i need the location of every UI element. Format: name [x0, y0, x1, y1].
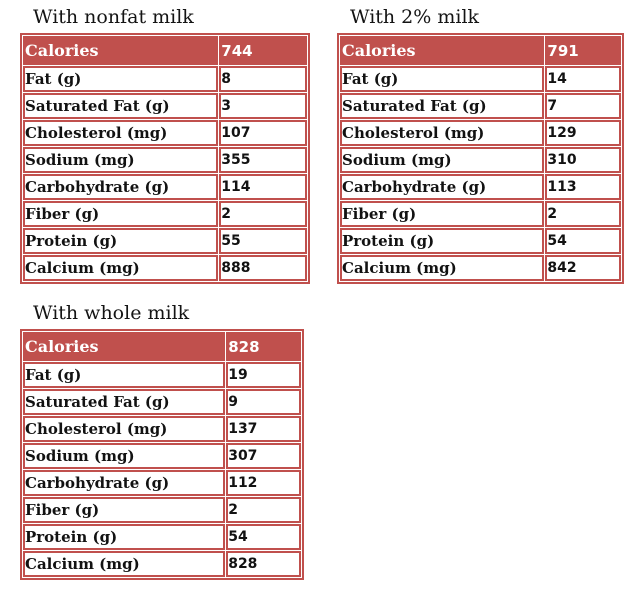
nutrient-row: Sodium (mg) 307 — [23, 443, 301, 469]
nutrient-row: Fat (g) 19 — [23, 362, 301, 388]
nutrient-label: Calories — [340, 36, 545, 65]
nutrient-label: Saturated Fat (g) — [340, 93, 545, 119]
calories-header-row: Calories 828 — [23, 332, 301, 361]
nonfat-milk-section: With nonfat milk Calories 744 Fat (g) 8 Satu… — [20, 4, 310, 284]
nutrition-table-2percent: Calories 791 Fat (g) 14 Saturated Fat (g) 7 Ch… — [337, 33, 624, 284]
nutrient-label: Saturated Fat (g) — [23, 389, 226, 415]
nutrient-row: Cholesterol (mg) 107 — [23, 120, 307, 146]
nutrition-table-whole: Calories 828 Fat (g) 19 Saturated Fat (g) 9 Ch… — [20, 329, 304, 580]
nutrient-value: 7 — [545, 93, 621, 119]
two-percent-milk-section: With 2% milk Calories 791 Fat (g) 14 Saturat… — [337, 4, 624, 284]
nutrient-label: Calories — [23, 332, 226, 361]
nutrient-label: Protein (g) — [340, 228, 545, 254]
table-title-nonfat: With nonfat milk — [33, 6, 194, 28]
nutrient-row: Saturated Fat (g) 3 — [23, 93, 307, 119]
nutrient-value: 3 — [219, 93, 307, 119]
nutrient-value: 744 — [219, 36, 307, 65]
nutrient-value: 355 — [219, 147, 307, 173]
nutrient-value: 114 — [219, 174, 307, 200]
nutrient-value: 107 — [219, 120, 307, 146]
nutrient-row: Sodium (mg) 310 — [340, 147, 621, 173]
nutrient-label: Protein (g) — [23, 228, 219, 254]
nutrient-label: Cholesterol (mg) — [23, 416, 226, 442]
nutrient-value: 842 — [545, 255, 621, 281]
table-title-2percent: With 2% milk — [350, 6, 480, 28]
nutrient-value: 828 — [226, 332, 301, 361]
nutrient-value: 129 — [545, 120, 621, 146]
nutrient-row: Carbohydrate (g) 112 — [23, 470, 301, 496]
nutrient-value: 8 — [219, 66, 307, 92]
nutrient-label: Calories — [23, 36, 219, 65]
nutrient-row: Saturated Fat (g) 9 — [23, 389, 301, 415]
nutrient-label: Sodium (mg) — [23, 443, 226, 469]
nutrient-value: 14 — [545, 66, 621, 92]
nutrient-label: Fat (g) — [23, 66, 219, 92]
nutrient-value: 137 — [226, 416, 301, 442]
nutrient-label: Fiber (g) — [340, 201, 545, 227]
nutrient-row: Cholesterol (mg) 129 — [340, 120, 621, 146]
nutrient-row: Protein (g) 54 — [340, 228, 621, 254]
nutrient-row: Calcium (mg) 888 — [23, 255, 307, 281]
nutrient-value: 307 — [226, 443, 301, 469]
nutrient-label: Fat (g) — [340, 66, 545, 92]
nutrient-label: Calcium (mg) — [23, 551, 226, 577]
nutrient-row: Calcium (mg) 842 — [340, 255, 621, 281]
nutrient-row: Protein (g) 54 — [23, 524, 301, 550]
nutrient-value: 54 — [226, 524, 301, 550]
nutrient-value: 2 — [226, 497, 301, 523]
nutrient-value: 113 — [545, 174, 621, 200]
calories-header-row: Calories 791 — [340, 36, 621, 65]
nutrient-row: Fiber (g) 2 — [340, 201, 621, 227]
nutrient-label: Protein (g) — [23, 524, 226, 550]
nutrient-row: Calcium (mg) 828 — [23, 551, 301, 577]
nutrient-row: Saturated Fat (g) 7 — [340, 93, 621, 119]
table-title-whole: With whole milk — [33, 302, 190, 324]
nutrient-value: 9 — [226, 389, 301, 415]
nutrient-row: Cholesterol (mg) 137 — [23, 416, 301, 442]
calories-header-row: Calories 744 — [23, 36, 307, 65]
nutrient-value: 2 — [545, 201, 621, 227]
nutrient-label: Calcium (mg) — [340, 255, 545, 281]
nutrient-value: 112 — [226, 470, 301, 496]
nutrient-label: Cholesterol (mg) — [23, 120, 219, 146]
nutrient-label: Carbohydrate (g) — [23, 174, 219, 200]
nutrient-row: Carbohydrate (g) 113 — [340, 174, 621, 200]
nutrient-value: 791 — [545, 36, 621, 65]
nutrient-label: Fat (g) — [23, 362, 226, 388]
nutrient-row: Fiber (g) 2 — [23, 201, 307, 227]
nutrient-row: Carbohydrate (g) 114 — [23, 174, 307, 200]
nutrient-value: 828 — [226, 551, 301, 577]
nutrient-value: 19 — [226, 362, 301, 388]
nutrient-value: 888 — [219, 255, 307, 281]
nutrient-label: Sodium (mg) — [340, 147, 545, 173]
nutrient-label: Sodium (mg) — [23, 147, 219, 173]
whole-milk-section: With whole milk Calories 828 Fat (g) 19 Satu… — [20, 300, 304, 580]
nutrient-label: Carbohydrate (g) — [340, 174, 545, 200]
nutrient-label: Calcium (mg) — [23, 255, 219, 281]
nutrient-row: Protein (g) 55 — [23, 228, 307, 254]
nutrient-value: 310 — [545, 147, 621, 173]
nutrient-label: Carbohydrate (g) — [23, 470, 226, 496]
nutrient-row: Sodium (mg) 355 — [23, 147, 307, 173]
nutrient-label: Cholesterol (mg) — [340, 120, 545, 146]
nutrient-row: Fat (g) 8 — [23, 66, 307, 92]
nutrient-value: 54 — [545, 228, 621, 254]
nutrient-label: Saturated Fat (g) — [23, 93, 219, 119]
nutrient-row: Fiber (g) 2 — [23, 497, 301, 523]
nutrient-label: Fiber (g) — [23, 201, 219, 227]
nutrient-label: Fiber (g) — [23, 497, 226, 523]
nutrient-value: 2 — [219, 201, 307, 227]
nutrient-row: Fat (g) 14 — [340, 66, 621, 92]
nutrition-table-nonfat: Calories 744 Fat (g) 8 Saturated Fat (g) 3 Cho… — [20, 33, 310, 284]
nutrient-value: 55 — [219, 228, 307, 254]
